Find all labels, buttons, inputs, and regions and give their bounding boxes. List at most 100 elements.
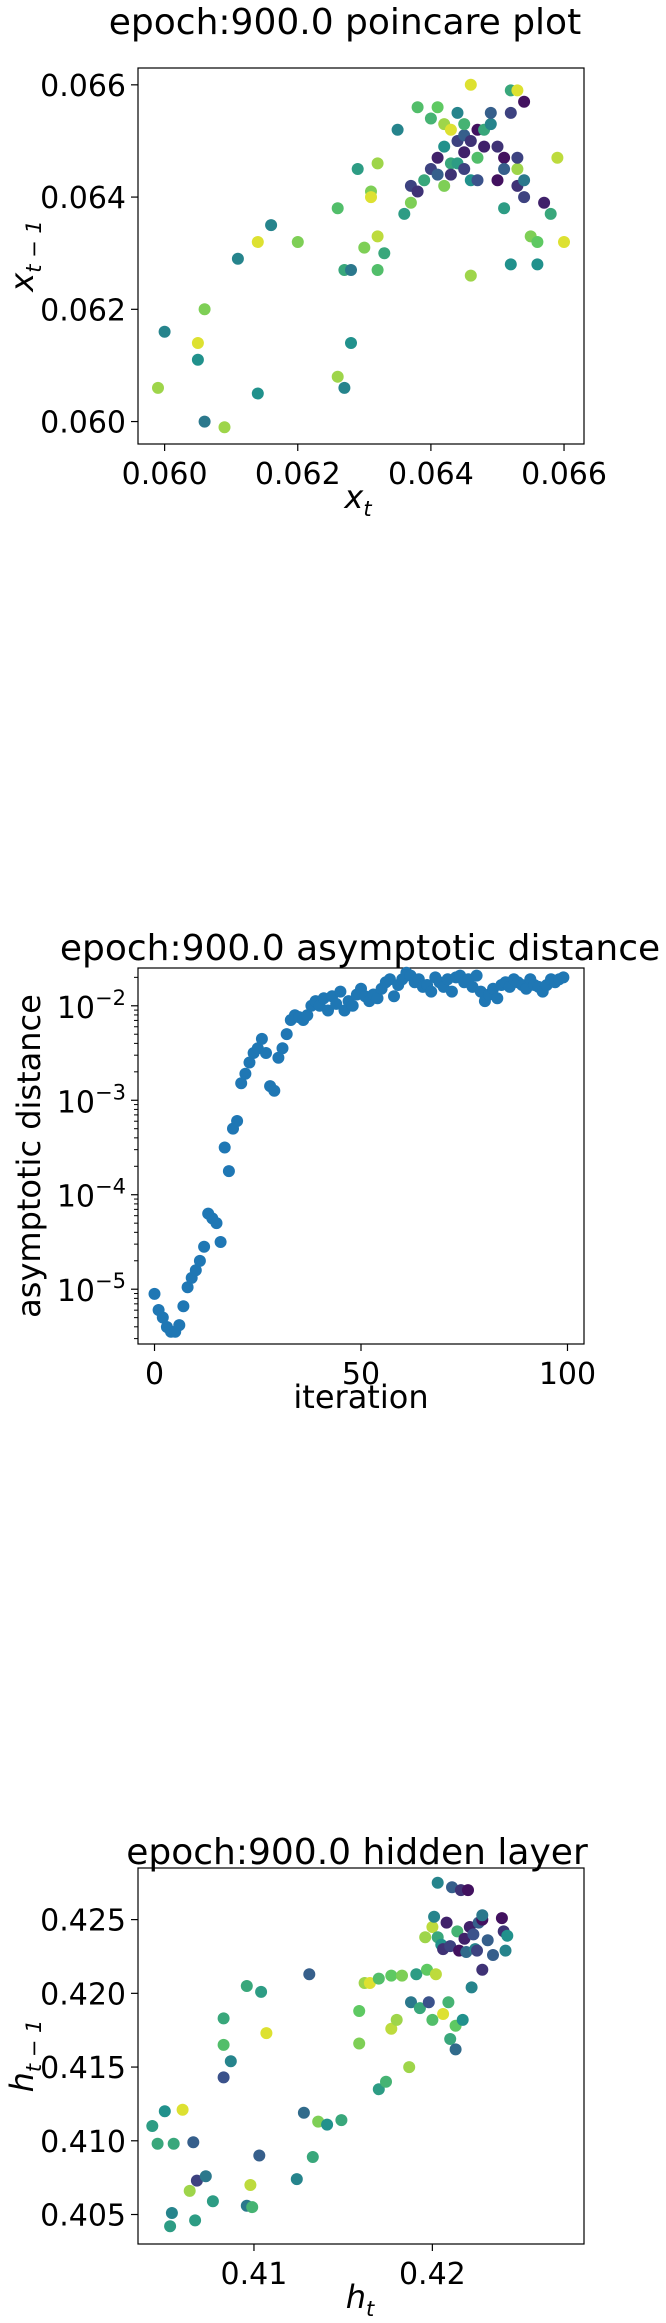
scatter-point [371, 157, 384, 170]
scatter-point [476, 1963, 489, 1976]
scatter-point [189, 1264, 202, 1277]
x-tick-label: 0.42 [399, 2257, 466, 2292]
scatter-point [240, 1980, 253, 1992]
scatter-point [239, 1067, 252, 1080]
scatter-point [498, 151, 511, 164]
scatter-point [243, 1056, 256, 1069]
x-axis-label-main: h [346, 2278, 366, 2316]
scatter-point [265, 219, 278, 232]
scatter-point [363, 1977, 376, 1989]
scatter-point [426, 1921, 439, 1933]
scatter-point [429, 1968, 442, 1981]
scatter-point [173, 1319, 186, 1332]
scatter-point [255, 1985, 268, 1998]
scatter-point [158, 325, 171, 338]
scatter-point [217, 2012, 230, 2025]
chart-title: epoch:900.0 hidden layer [126, 1832, 588, 1873]
scatter-point [426, 2013, 439, 2026]
scatter-point [331, 370, 344, 383]
y-axis-label-sub: t − 1 [22, 2020, 46, 2073]
scatter-point [353, 2037, 366, 2050]
scatter-point [177, 1300, 190, 1313]
x-axis-label-sub: t [366, 2297, 375, 2321]
scatter-point [456, 2013, 469, 2026]
scatter-point [190, 2174, 203, 2187]
y-tick-label: 0.066 [40, 69, 126, 104]
scatter-point [444, 1940, 457, 1953]
scatter-point [518, 191, 531, 204]
scatter-point [431, 101, 444, 114]
scatter-point [444, 2033, 457, 2045]
scatter-point [358, 241, 371, 254]
y-tick-label: 0.064 [40, 181, 126, 216]
y-axis-label: xt − 1 [3, 220, 46, 292]
scatter-point [445, 985, 458, 998]
scatter-point [431, 151, 444, 164]
x-tick-label: 0.41 [221, 2257, 288, 2292]
scatter-point [199, 2170, 212, 2183]
scatter-point [471, 1944, 483, 1957]
scatter-point [297, 2106, 310, 2119]
scatter-point [217, 2038, 230, 2051]
scatter-point [501, 1929, 514, 1942]
scatter-point [465, 1981, 478, 1994]
scatter-point [478, 140, 491, 153]
scatter-point [484, 118, 497, 131]
scatter-point [253, 2149, 266, 2162]
scatter-point [351, 163, 364, 175]
y-tick-label: 0.062 [40, 293, 126, 328]
scatter-point [444, 123, 457, 136]
scatter-point [372, 2083, 385, 2096]
scatter-point [418, 174, 431, 187]
scatter-point [345, 264, 357, 276]
y-tick-exponent: −4 [95, 1175, 126, 1199]
y-tick-label: 0.425 [40, 1904, 126, 1939]
scatter-point [189, 2214, 202, 2227]
scatter-point [498, 202, 511, 215]
poincare-chart: epoch:900.0 poincare plot 0.060 0.062 0.06… [3, 2, 607, 521]
scatter-point [518, 174, 531, 187]
scatter-point [353, 2005, 366, 2017]
chart-title: epoch:900.0 asymptotic distance [60, 928, 660, 969]
scatter-point [398, 207, 411, 220]
scatter-point [411, 185, 424, 198]
scatter-point [499, 1944, 512, 1957]
scatter-point [330, 997, 343, 1010]
scatter-point [437, 2008, 450, 2020]
scatter-point [558, 236, 570, 248]
scatter-point [268, 1084, 281, 1097]
scatter-point [198, 1240, 211, 1253]
scatter-point [391, 123, 404, 136]
scatter-point [557, 971, 570, 984]
scatter-point [471, 174, 484, 187]
scatter-point [218, 421, 231, 434]
scatter-point [471, 151, 484, 164]
scatter-point [380, 2075, 392, 2088]
hidden-layer-chart: epoch:900.0 hidden layer 0.41 0.420.4050.… [3, 1832, 588, 2321]
y-tick-base: 10 [57, 1180, 95, 1215]
scatter-point [331, 202, 344, 215]
scatter-point [191, 353, 204, 366]
scatter-point [413, 2002, 426, 2015]
scatter-point [260, 2027, 273, 2040]
scatter-point [491, 140, 504, 153]
y-tick-label: 0.420 [40, 1977, 126, 2012]
plot-frame [137, 1867, 585, 2245]
scatter-point [444, 168, 457, 181]
scatter-point [251, 387, 264, 400]
scatter-point [224, 2055, 237, 2068]
scatter-point [176, 2103, 189, 2116]
scatter-point [462, 1884, 474, 1897]
scatter-point [467, 1928, 480, 1941]
y-tick-label: 0.060 [40, 406, 126, 441]
y-tick-base: 10 [57, 1274, 95, 1309]
scatter-point [511, 151, 524, 164]
scatter-point [396, 1969, 408, 1982]
scatter-point [484, 106, 497, 119]
y-tick-exponent: −2 [95, 986, 126, 1010]
scatter-point [255, 1032, 268, 1045]
y-tick-base: 10 [57, 1085, 95, 1120]
y-tick-label: 10−4 [57, 1175, 126, 1215]
